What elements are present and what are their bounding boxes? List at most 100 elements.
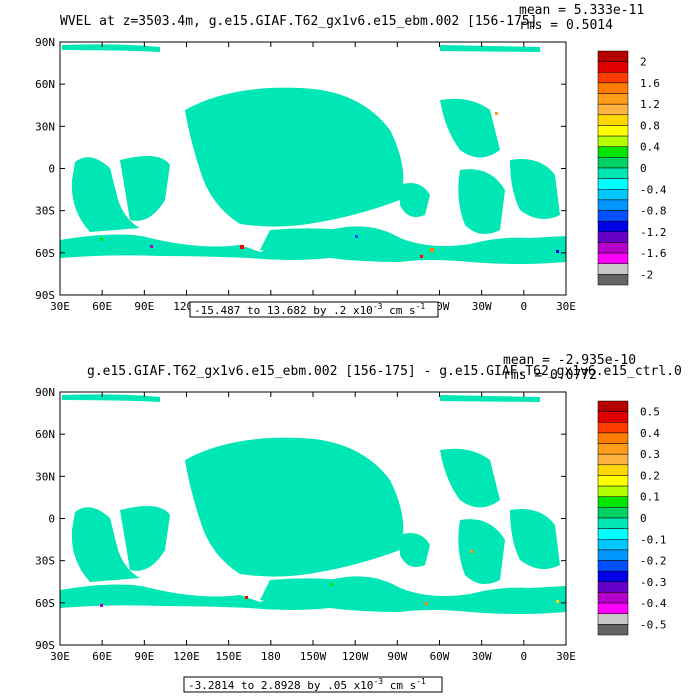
y-tick-label: 0 (48, 163, 55, 176)
colorbar-swatch (597, 72, 629, 84)
colorbar-swatch (597, 210, 629, 222)
south-pacific-region (260, 228, 370, 256)
colorbar-label: -0.4 (640, 183, 667, 196)
colorbar-label: 0 (640, 512, 647, 525)
colorbar-swatch (597, 103, 629, 116)
small-basin (400, 182, 430, 218)
x-tick-label: 60E (92, 650, 112, 663)
indian-ocean-region (71, 507, 140, 582)
colorbar-swatch (597, 464, 629, 476)
colorbar-swatch (597, 252, 629, 264)
y-tick-label: 60S (35, 247, 55, 260)
x-tick-label: 90E (134, 650, 154, 663)
colorbar-swatch (597, 453, 629, 466)
x-tick-label: 30W (472, 300, 492, 313)
south-pacific-region (260, 578, 370, 606)
indian-ocean-east (120, 506, 170, 571)
north-atlantic-region (440, 98, 500, 158)
colorbar-swatch (597, 82, 629, 94)
colorbar-swatch (597, 613, 629, 625)
x-tick-label: 30E (556, 300, 576, 313)
map-field (60, 44, 566, 264)
y-axis: 90N 60N 30N 0 30S 60S 90S (35, 36, 566, 302)
arctic-region-east (440, 45, 540, 52)
colorbar-label: -0.5 (640, 618, 667, 631)
colorbar-swatch (597, 517, 629, 529)
colorbar-label: 1.6 (640, 77, 660, 90)
north-atlantic-region (440, 448, 500, 508)
x-tick-label: 150W (300, 650, 327, 663)
colorbar-label: -0.1 (640, 533, 667, 546)
panel-title: WVEL at z=3503.4m, g.e15.GIAF.T62_gx1v6.… (60, 14, 537, 29)
panel-title: g.e15.GIAF.T62_gx1v6.e15_ebm.002 [156-17… (87, 364, 682, 379)
x-tick-label: 60W (430, 650, 450, 663)
south-atlantic-region (458, 169, 505, 234)
colorbar-swatch (597, 199, 629, 211)
arctic-region (62, 394, 160, 402)
south-atlantic-region (458, 519, 505, 584)
colorbar-swatch (597, 135, 629, 147)
x-tick-label: 0 (521, 300, 528, 313)
range-label: -3.2814 to 2.8928 by .05 x10-3 cm s-1 (188, 677, 426, 692)
colorbar-label: 0 (640, 162, 647, 175)
colorbar-label: 0.1 (640, 491, 660, 504)
indian-ocean-east (120, 156, 170, 221)
colorbar-swatch (597, 263, 629, 275)
y-tick-label: 30N (35, 120, 55, 133)
x-tick-label: 30W (472, 650, 492, 663)
colorbar-swatch (597, 125, 629, 137)
colorbar-label: -0.4 (640, 597, 667, 610)
colorbar-swatch (597, 528, 629, 540)
x-tick-label: 90E (134, 300, 154, 313)
colorbar-label: -0.8 (640, 205, 667, 218)
x-axis: 30E 60E 90E 120E 150E 180 150W 120W 90W 60W 30W 0 30… (50, 392, 576, 663)
small-basin (400, 532, 430, 568)
y-tick-label: 90N (35, 36, 55, 49)
x-tick-label: 90W (387, 650, 407, 663)
colorbar-swatch (597, 570, 629, 583)
colorbar-label: 0.4 (640, 141, 660, 154)
colorbar-label: 0.8 (640, 119, 660, 132)
mean-label: mean = -2.935e-10 (503, 353, 636, 368)
colorbar-swatch (597, 274, 629, 286)
colorbar-label: -0.2 (640, 555, 667, 568)
x-tick-label: 30E (50, 300, 70, 313)
atlantic-east-region (510, 159, 560, 219)
atlantic-east-region (510, 509, 560, 569)
range-label-box (183, 676, 443, 693)
colorbar-swatch (597, 422, 629, 434)
x-tick-label: 0 (521, 650, 528, 663)
colorbar-swatch (597, 602, 629, 614)
y-tick-label: 60N (35, 78, 55, 91)
colorbar-label: -1.6 (640, 247, 667, 260)
y-tick-label: 30S (35, 555, 55, 568)
colorbar-swatch (597, 242, 629, 254)
panel-bottom: g.e15.GIAF.T62_gx1v6.e15_ebm.002 [156-17… (35, 353, 682, 693)
rms-label: rms = 0.0772 (503, 368, 597, 383)
colorbar-swatch (597, 475, 629, 487)
y-axis: 90N 60N 30N 0 30S 60S 90S (35, 386, 566, 652)
y-tick-label: 90S (35, 289, 55, 302)
x-tick-label: 60E (92, 300, 112, 313)
colorbar-swatch (597, 231, 629, 243)
mean-label: mean = 5.333e-11 (519, 3, 644, 18)
panel-top: WVEL at z=3503.4m, g.e15.GIAF.T62_gx1v6.… (35, 3, 667, 318)
colorbar-swatch (597, 157, 629, 169)
colorbar-swatch (597, 61, 629, 73)
colorbar-swatch (597, 50, 629, 62)
colorbar-label: -1.2 (640, 226, 667, 239)
pacific-region (185, 87, 404, 227)
y-tick-label: 90S (35, 639, 55, 652)
colorbar-swatch (597, 539, 629, 551)
y-tick-label: 60N (35, 428, 55, 441)
colorbar-swatch (597, 592, 629, 604)
colorbar-swatch (597, 220, 629, 233)
colorbar-swatch (597, 400, 629, 412)
range-label-box (189, 301, 439, 318)
x-tick-label: 150E (215, 650, 242, 663)
colorbar-swatch (597, 507, 629, 519)
indian-ocean-region (71, 157, 140, 232)
colorbar-swatch (597, 114, 629, 126)
colorbar: 0.5 0.4 0.3 0.2 0.1 0 -0.1 -0.2 -0.3 -0.4 -0.5 (597, 400, 667, 636)
